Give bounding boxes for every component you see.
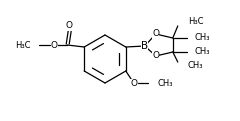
- Text: H₃C: H₃C: [188, 18, 203, 26]
- Text: B: B: [141, 41, 148, 51]
- Text: O: O: [152, 30, 159, 38]
- Text: O: O: [66, 22, 73, 30]
- Text: O: O: [152, 52, 159, 60]
- Text: O: O: [51, 41, 58, 49]
- Text: CH₃: CH₃: [158, 79, 173, 87]
- Text: CH₃: CH₃: [195, 33, 210, 42]
- Text: H₃C: H₃C: [15, 41, 30, 49]
- Text: CH₃: CH₃: [195, 48, 210, 57]
- Text: O: O: [130, 79, 137, 87]
- Text: CH₃: CH₃: [188, 60, 203, 69]
